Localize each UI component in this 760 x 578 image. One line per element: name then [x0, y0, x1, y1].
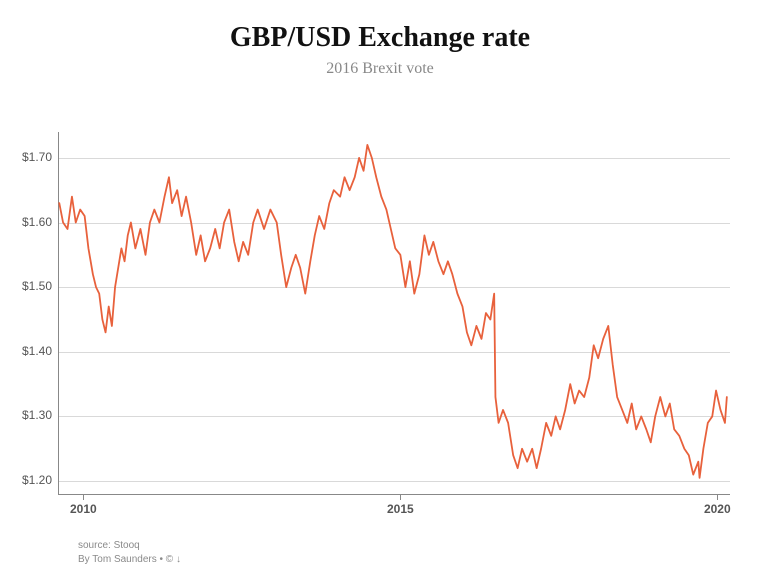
y-tick-label: $1.40 — [4, 344, 52, 358]
x-tick-mark — [83, 494, 84, 500]
y-tick-label: $1.30 — [4, 408, 52, 422]
x-tick-mark — [400, 494, 401, 500]
chart-title: GBP/USD Exchange rate — [0, 22, 760, 54]
byline: By Tom Saunders • © ↓ — [78, 553, 181, 567]
x-tick-mark — [717, 494, 718, 500]
line-series — [58, 132, 730, 494]
y-tick-label: $1.20 — [4, 473, 52, 487]
source-label: source: Stooq — [78, 539, 181, 553]
x-tick-label: 2010 — [53, 502, 113, 516]
x-tick-label: 2015 — [370, 502, 430, 516]
chart-footer: source: Stooq By Tom Saunders • © ↓ — [78, 539, 181, 566]
y-tick-label: $1.60 — [4, 215, 52, 229]
y-tick-label: $1.50 — [4, 279, 52, 293]
x-tick-label: 2020 — [687, 502, 747, 516]
chart-subtitle: 2016 Brexit vote — [0, 60, 760, 78]
y-tick-label: $1.70 — [4, 150, 52, 164]
x-axis — [58, 494, 730, 495]
plot-area: $1.20$1.30$1.40$1.50$1.60$1.702010201520… — [58, 132, 730, 494]
